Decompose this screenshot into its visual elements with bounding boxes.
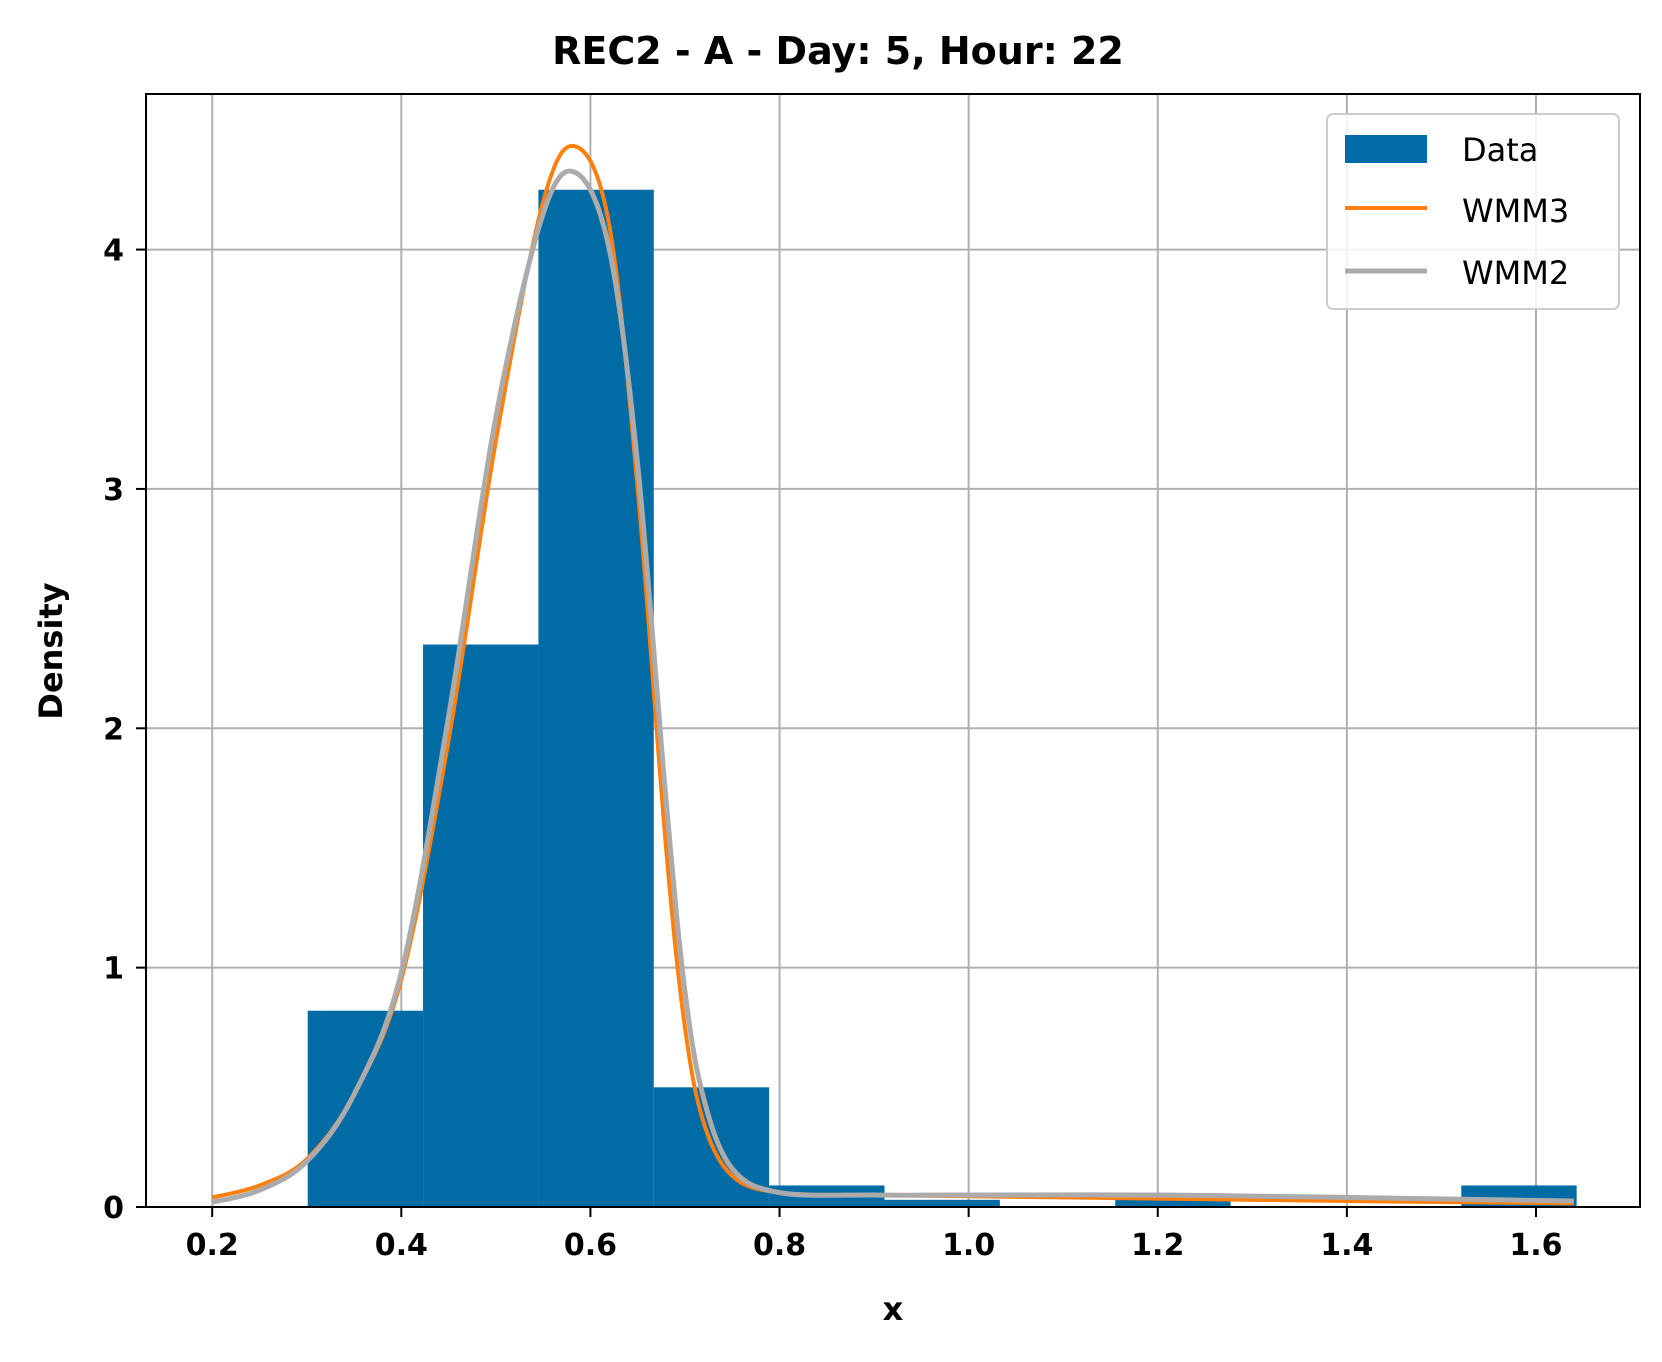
chart-title: REC2 - A - Day: 5, Hour: 22 <box>552 29 1124 73</box>
histogram-bar <box>884 1199 1000 1207</box>
histogram-bars <box>307 189 1577 1207</box>
plot-frame <box>145 93 1641 1208</box>
legend-label-wmm3: WMM3 <box>1462 192 1569 230</box>
x-tick-label: 1.0 <box>942 1228 995 1263</box>
y-tick-label: 4 <box>103 234 124 269</box>
y-tick-label: 0 <box>103 1191 124 1226</box>
x-tick-label: 0.6 <box>564 1228 617 1263</box>
histogram-bar <box>1115 1199 1231 1207</box>
x-axis-label: x <box>883 1290 904 1328</box>
curve-wmm2 <box>211 168 1574 1205</box>
y-axis-label: Density <box>32 582 70 719</box>
histogram-bar <box>423 644 539 1207</box>
density-curves <box>211 143 1574 1206</box>
x-tick-label: 0.8 <box>753 1228 806 1263</box>
axis-ticks: 0.2 0.4 0.6 0.8 1.0 1.2 1.4 1.6 0 1 2 3 4 <box>103 234 1562 1263</box>
y-tick-label: 3 <box>103 473 124 508</box>
legend-label-data: Data <box>1462 131 1538 169</box>
x-tick-label: 1.2 <box>1131 1228 1184 1263</box>
x-tick-label: 1.4 <box>1320 1228 1373 1263</box>
x-tick-label: 1.6 <box>1509 1228 1562 1263</box>
x-tick-label: 0.2 <box>186 1228 239 1263</box>
histogram-bar <box>538 189 654 1207</box>
y-tick-label: 1 <box>103 952 124 987</box>
histogram-bar <box>307 1010 424 1207</box>
x-tick-label: 0.4 <box>375 1228 428 1263</box>
legend-swatch-data <box>1345 135 1427 163</box>
legend-label-wmm2: WMM2 <box>1462 254 1569 292</box>
y-tick-label: 2 <box>103 712 124 747</box>
legend: Data WMM3 WMM2 <box>1326 113 1620 310</box>
